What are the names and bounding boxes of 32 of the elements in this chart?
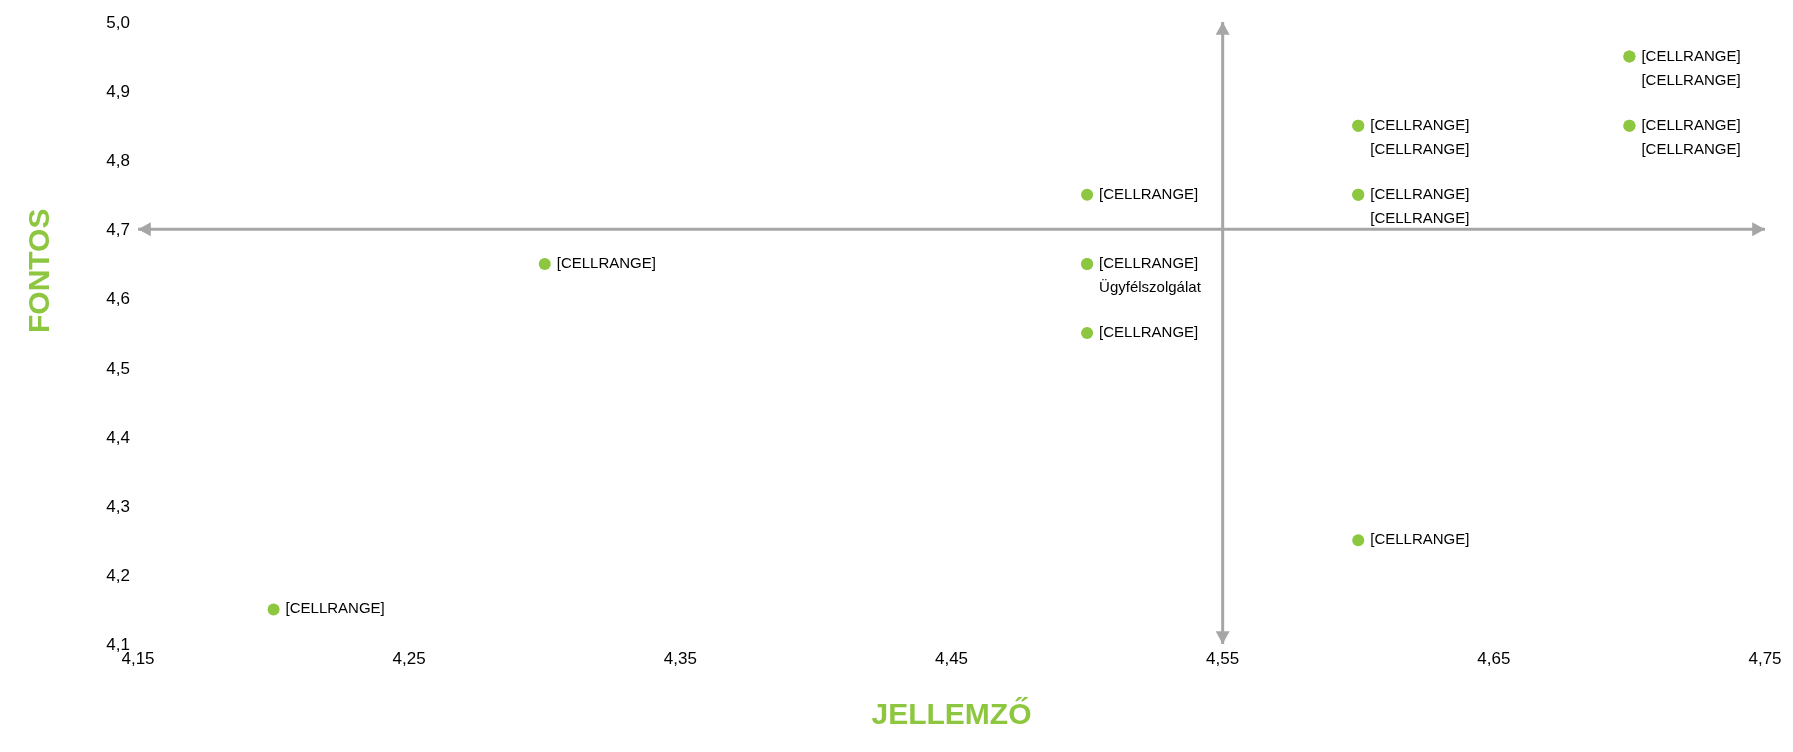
- data-label: [CELLRANGE]: [1370, 208, 1470, 226]
- y-tick-label: 4,9: [106, 82, 130, 102]
- y-tick-label: 4,2: [106, 565, 130, 585]
- data-label: [CELLRANGE]: [1370, 115, 1470, 133]
- y-tick-label: 5,0: [106, 13, 130, 33]
- data-label: [CELLRANGE]: [556, 253, 656, 271]
- data-label: Ügyfélszolgálat: [1099, 277, 1202, 295]
- y-tick-label: 4,6: [106, 289, 130, 309]
- x-tick-label: 4,55: [1206, 649, 1240, 669]
- data-label: [CELLRANGE]: [1641, 115, 1741, 133]
- data-label: [CELLRANGE]: [1641, 139, 1741, 157]
- y-tick-label: 4,7: [106, 220, 130, 240]
- x-axis-title: JELLEMZŐ: [871, 697, 1032, 730]
- data-label: [CELLRANGE]: [1370, 139, 1470, 157]
- y-tick-label: 4,4: [106, 427, 130, 447]
- data-label: [CELLRANGE]: [1641, 46, 1741, 64]
- data-label: [CELLRANGE]: [1370, 530, 1470, 548]
- y-tick-label: 4,5: [106, 358, 130, 378]
- x-tick-label: 4,45: [934, 649, 969, 669]
- x-tick-label: 4,65: [1477, 649, 1511, 669]
- data-label: [CELLRANGE]: [1370, 184, 1470, 202]
- x-tick-label: 4,35: [663, 649, 697, 669]
- y-tick-label: 4,3: [106, 496, 130, 516]
- data-label: [CELLRANGE]: [1641, 70, 1741, 88]
- x-tick-label: 4,75: [1748, 649, 1782, 669]
- data-label: [CELLRANGE]: [1099, 253, 1199, 271]
- y-tick-label: 4,8: [106, 151, 130, 171]
- data-label: [CELLRANGE]: [1099, 184, 1199, 202]
- data-label: [CELLRANGE]: [1099, 322, 1199, 340]
- data-label: [CELLRANGE]: [285, 599, 385, 617]
- y-axis-title: FONTOS: [21, 208, 55, 333]
- x-tick-label: 4,25: [392, 649, 426, 669]
